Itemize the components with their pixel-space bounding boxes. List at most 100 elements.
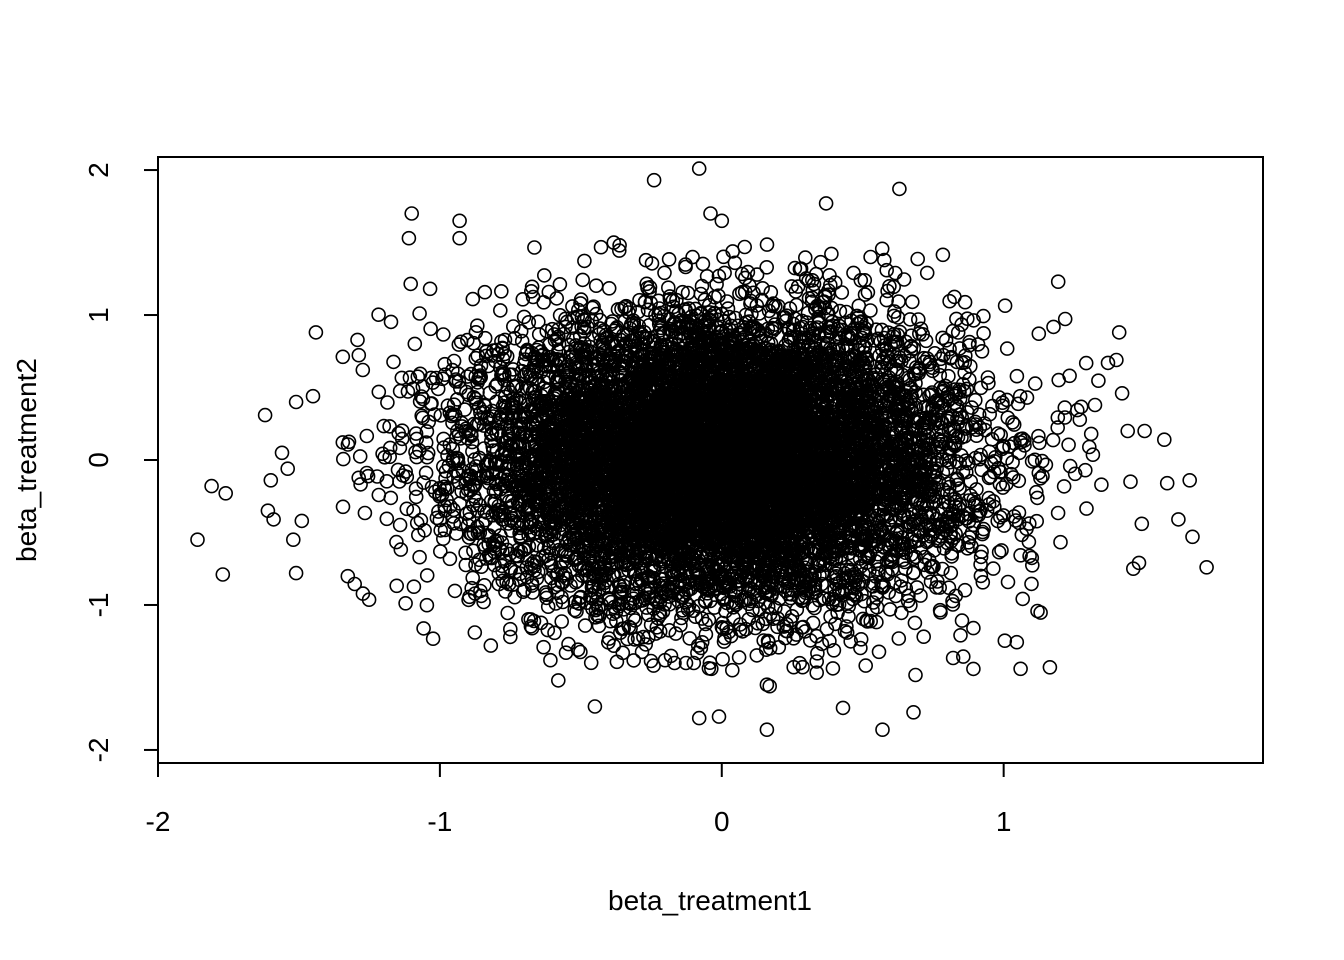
scatter-point (957, 294, 973, 310)
scatter-point (468, 350, 484, 366)
scatter-point (1083, 426, 1099, 442)
scatter-point (958, 453, 974, 469)
scatter-point (383, 490, 399, 506)
scatter-point (866, 595, 881, 610)
scatter-point (493, 283, 509, 299)
scatter-point (359, 428, 375, 444)
scatter-point (412, 306, 427, 321)
scatter-point (930, 574, 945, 589)
scatter-point (770, 619, 785, 635)
scatter-point (891, 631, 907, 646)
scatter-point (834, 285, 850, 300)
scatter-point (1032, 435, 1047, 451)
scatter-point (409, 515, 425, 531)
scatter-point (963, 473, 979, 489)
scatter-point (465, 570, 481, 586)
scatter-point (1082, 439, 1097, 455)
scatter-point (874, 241, 890, 257)
scatter-point (467, 625, 483, 640)
scatter-point (389, 578, 405, 594)
scatter-point (643, 295, 659, 311)
scatter-point (734, 266, 750, 282)
scatter-point (393, 542, 409, 557)
scatter-point (871, 644, 887, 660)
scatter-point (442, 551, 458, 567)
scatter-point (1030, 490, 1045, 506)
scatter-point (644, 256, 660, 271)
scatter-point (573, 644, 588, 660)
scatter-point (827, 616, 843, 632)
scatter-point (347, 576, 363, 592)
scatter-point (413, 512, 429, 528)
scatter-point (453, 516, 468, 532)
scatter-point (985, 493, 1001, 509)
scatter-point (425, 375, 441, 390)
scatter-point (461, 512, 477, 527)
scatter-point (418, 435, 434, 450)
scatter-point (962, 334, 977, 350)
scatter-point (410, 369, 426, 385)
scatter-point (759, 237, 775, 252)
scatter-point (839, 625, 855, 640)
scatter-point (980, 370, 996, 385)
scatter-point (973, 380, 989, 396)
scatter-point (660, 280, 676, 296)
scatter-point (749, 267, 765, 282)
scatter-point (626, 610, 641, 626)
scatter-point (1009, 368, 1025, 384)
scatter-point (390, 462, 406, 478)
scatter-point (1024, 454, 1040, 469)
scatter-point (425, 631, 441, 647)
scatter-point (529, 571, 545, 586)
scatter-point (451, 337, 467, 352)
scatter-point (908, 667, 923, 683)
scatter-point (966, 313, 981, 328)
scatter-point (402, 370, 418, 385)
scatter-point (966, 661, 981, 677)
scatter-point (955, 649, 971, 664)
scatter-point (879, 292, 895, 308)
scatter-point (974, 343, 990, 359)
scatter-point (355, 362, 371, 378)
scatter-point (856, 593, 872, 609)
scatter-point (809, 654, 825, 669)
scatter-point (853, 640, 868, 656)
scatter-point (792, 655, 808, 671)
scatter-point (715, 651, 730, 667)
scatter-point (419, 597, 435, 613)
scatter-point (976, 308, 991, 324)
scatter-point (410, 527, 426, 543)
scatter-point (357, 505, 373, 521)
scatter-point (1029, 513, 1044, 529)
scatter-point (351, 470, 367, 486)
scatter-point (416, 621, 431, 636)
scatter-point (399, 501, 415, 517)
scatter-point (587, 585, 603, 600)
scatter-point (981, 375, 996, 391)
scatter-point (917, 549, 933, 565)
points-layer (190, 161, 1214, 738)
scatter-point (1078, 355, 1094, 371)
scatter-point (759, 259, 775, 275)
scatter-point (335, 451, 351, 467)
scatter-point (350, 332, 365, 348)
scatter-point (950, 477, 965, 493)
scatter-point (392, 440, 408, 456)
scatter-point (432, 544, 448, 559)
scatter-point (825, 661, 841, 676)
scatter-point (1053, 534, 1068, 550)
scatter-point (1011, 505, 1027, 520)
scatter-point (932, 602, 948, 618)
scatter-point (419, 568, 435, 583)
scatter-point (945, 323, 961, 339)
scatter-point (903, 343, 919, 359)
scatter-point (731, 650, 747, 665)
scatter-point (694, 278, 710, 294)
scatter-point (460, 430, 475, 446)
scatter-point (961, 534, 976, 550)
scatter-point (1078, 462, 1093, 478)
scatter-point (690, 638, 706, 653)
scatter-point (469, 318, 485, 334)
scatter-point (379, 511, 395, 527)
scatter-point (561, 636, 576, 652)
